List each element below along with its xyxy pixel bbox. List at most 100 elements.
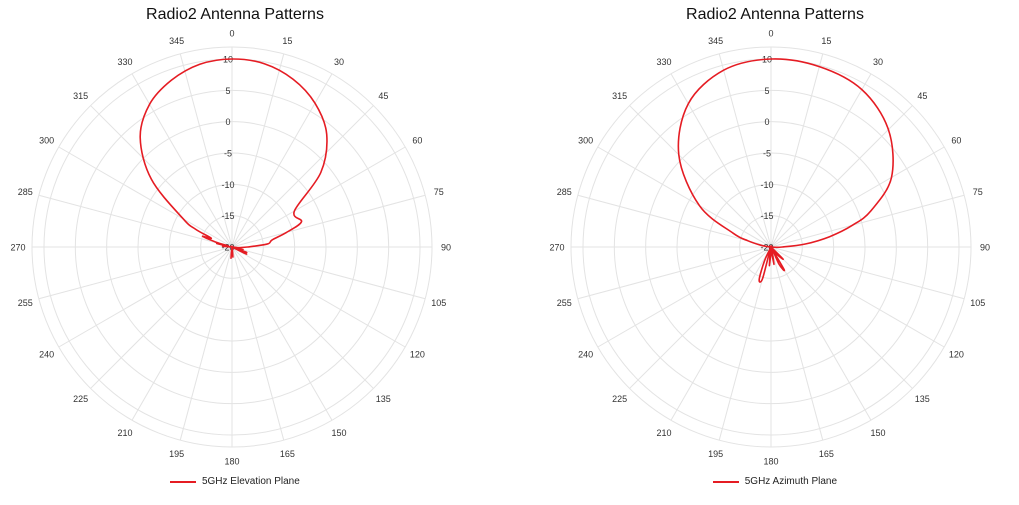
grid-spoke [629,246,772,389]
grid-spoke [770,246,965,300]
angle-tick-label: 195 [169,449,184,459]
angle-tick-label: 120 [949,350,964,360]
angle-tick-label: 60 [412,136,422,146]
grid-spoke [179,246,233,441]
angle-tick-label: 225 [612,394,627,404]
grid-spoke [597,146,772,248]
angle-tick-label: 60 [951,136,961,146]
grid-spoke [718,53,772,248]
legend: 5GHz Elevation Plane [0,476,470,487]
grid-spoke [577,194,772,248]
angle-tick-label: 315 [73,91,88,101]
angle-tick-label: 165 [819,449,834,459]
angle-tick-label: 150 [870,428,885,438]
series-line [677,58,894,283]
angle-tick-label: 195 [708,449,723,459]
angle-tick-label: 300 [578,136,593,146]
grid-spoke [629,105,772,248]
grid-spoke [131,246,233,421]
grid-spoke [770,246,913,389]
grid-spoke [577,246,772,300]
grid-spoke [231,73,333,248]
angle-tick-label: 45 [917,91,927,101]
angle-tick-label: 120 [410,350,425,360]
angle-tick-label: 240 [578,350,593,360]
series-line [139,58,328,259]
legend: 5GHz Azimuth Plane [540,476,1010,487]
radial-tick-label: -20 [760,243,773,253]
angle-tick-label: 135 [915,394,930,404]
angle-tick-label: 255 [18,298,33,308]
grid-spoke [58,146,233,248]
grid-spoke [770,246,872,421]
radial-tick-label: -10 [760,180,773,190]
angle-tick-label: 90 [441,243,451,253]
grid-spoke [770,146,945,248]
angle-tick-label: 270 [549,243,564,253]
angle-tick-label: 345 [708,36,723,46]
angle-tick-label: 210 [656,428,671,438]
angle-tick-label: 75 [973,187,983,197]
grid-spoke [38,246,233,300]
grid-spoke [231,246,285,441]
angle-tick-label: 255 [557,298,572,308]
grid-spoke [179,53,233,248]
chart-panel-azimuth: Radio2 Antenna Patterns 0 15 30 45 60 75 90 105… [540,0,1010,505]
angle-tick-label: 135 [376,394,391,404]
grid-spoke [670,73,772,248]
angle-tick-label: 30 [873,57,883,67]
grid-spoke [231,146,406,248]
angle-tick-label: 210 [117,428,132,438]
grid-spoke [770,53,824,248]
angle-tick-label: 105 [431,298,446,308]
angle-tick-label: 75 [434,187,444,197]
radial-tick-label: 0 [225,117,230,127]
legend-label: 5GHz Elevation Plane [201,476,300,487]
angle-tick-label: 15 [282,36,292,46]
angle-tick-label: 105 [970,298,985,308]
angle-tick-label: 225 [73,394,88,404]
angle-tick-label: 45 [378,91,388,101]
angle-tick-label: 90 [980,243,990,253]
radial-tick-label: -5 [224,149,232,159]
chart-title: Radio2 Antenna Patterns [146,6,324,23]
grid-spoke [770,73,872,248]
radial-tick-label: -10 [221,180,234,190]
polar-chart-elevation: 0 15 30 45 60 75 90 105 120 135 150 165 180 195 210 225… [10,29,451,467]
radial-tick-label: 5 [764,86,769,96]
grid-spoke [90,105,233,248]
grid-spoke [131,73,233,248]
grid-spoke [231,246,374,389]
grid-spoke [670,246,772,421]
radial-tick-label: -15 [760,211,773,221]
grid-spoke [90,246,233,389]
angle-tick-label: 0 [768,29,773,39]
angle-tick-label: 15 [821,36,831,46]
radial-tick-label: -15 [221,211,234,221]
grid-spoke [231,246,406,348]
radial-tick-label: -5 [763,149,771,159]
angle-tick-label: 240 [39,350,54,360]
angle-tick-label: 330 [117,57,132,67]
grid-spoke [770,246,945,348]
angle-tick-label: 300 [39,136,54,146]
chart-panel-elevation: Radio2 Antenna Patterns 0 15 30 45 60 75 90 105… [0,0,470,505]
angle-tick-label: 270 [10,243,25,253]
angle-tick-label: 180 [763,457,778,467]
legend-swatch [712,480,739,483]
angle-tick-label: 30 [334,57,344,67]
grid-spoke [231,105,374,248]
grid-spoke [231,246,333,421]
grid-spoke [231,194,426,248]
grid-spoke [38,194,233,248]
angle-tick-label: 165 [280,449,295,459]
radial-tick-label: 5 [225,86,230,96]
angle-tick-label: 285 [18,187,33,197]
grid-spoke [58,246,233,348]
grid-spoke [231,53,285,248]
grid-spoke [231,246,426,300]
angle-tick-label: 330 [656,57,671,67]
radial-tick-label: 0 [764,117,769,127]
grid-spoke [770,194,965,248]
legend-swatch [170,480,197,483]
